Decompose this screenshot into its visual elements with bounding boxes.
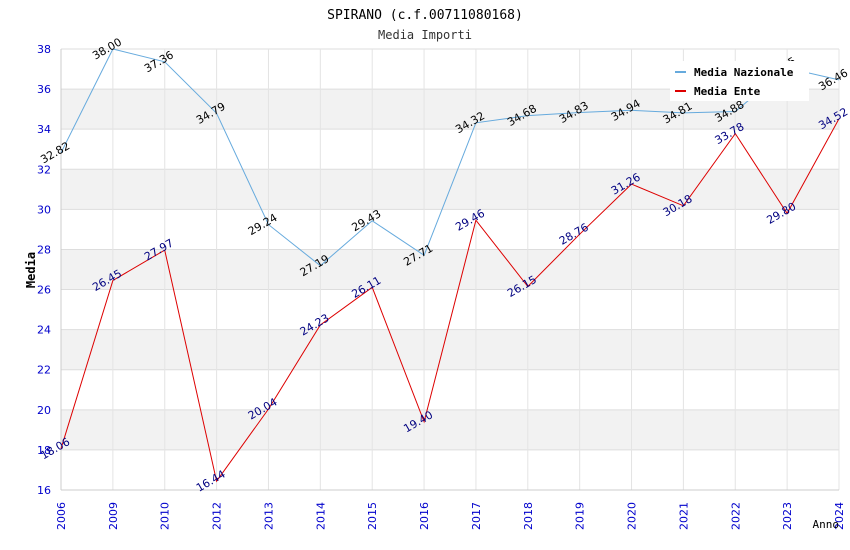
y-tick-label: 16 [37,484,51,497]
x-tick-label: 2021 [677,502,690,530]
series-line-media-ente [60,118,840,483]
x-tick-label: 2010 [159,502,172,530]
y-tick-label: 28 [37,243,51,256]
x-tick-label: 2024 [833,502,846,530]
series-lines [60,48,840,483]
x-tick-label: 2014 [314,502,327,530]
y-tick-labels: 16 18 20 22 24 26 28 30 32 34 36 38 [37,43,51,497]
y-tick-label: 36 [37,83,51,96]
y-tick-label: 34 [37,123,51,136]
y-tick-label: 20 [37,404,51,417]
x-tick-label: 2023 [781,502,794,530]
x-tick-label: 2015 [366,502,379,530]
legend-label: Media Nazionale [694,66,794,79]
y-tick-label: 18 [37,444,51,457]
x-tick-label: 2006 [55,502,68,530]
legend: Media Nazionale Media Ente [670,61,809,101]
x-tick-label: 2017 [470,502,483,530]
chart-title: SPIRANO (c.f.00711080168) [327,8,523,23]
series-line-media-nazionale [60,48,840,267]
x-tick-label: 2022 [729,502,742,530]
x-tick-label: 2012 [211,502,224,530]
x-tick-label: 2018 [522,502,535,530]
legend-label: Media Ente [694,85,761,98]
x-tick-label: 2020 [626,502,639,530]
axes [60,49,839,491]
y-tick-label: 24 [37,324,51,337]
plot-band [61,329,839,370]
x-tick-label: 2016 [418,502,431,530]
y-tick-label: 30 [37,203,51,216]
x-tick-label: 2009 [107,502,120,530]
x-tick-label: 2019 [574,502,587,530]
x-tick-label: 2013 [262,502,275,530]
y-tick-label: 26 [37,284,51,297]
chart-subtitle: Media Importi [378,28,472,42]
x-tick-labels: 2006 2009 2010 2012 2013 2014 2015 2016 2017 2018… [55,502,846,530]
x-axis-label: Anno [813,518,840,531]
plot-band [61,249,839,290]
plot-band [61,409,839,450]
y-tick-label: 38 [37,43,51,56]
y-axis-label: Media [24,252,38,288]
legend-box [670,61,809,101]
y-tick-label: 32 [37,163,51,176]
y-tick-label: 22 [37,364,51,377]
